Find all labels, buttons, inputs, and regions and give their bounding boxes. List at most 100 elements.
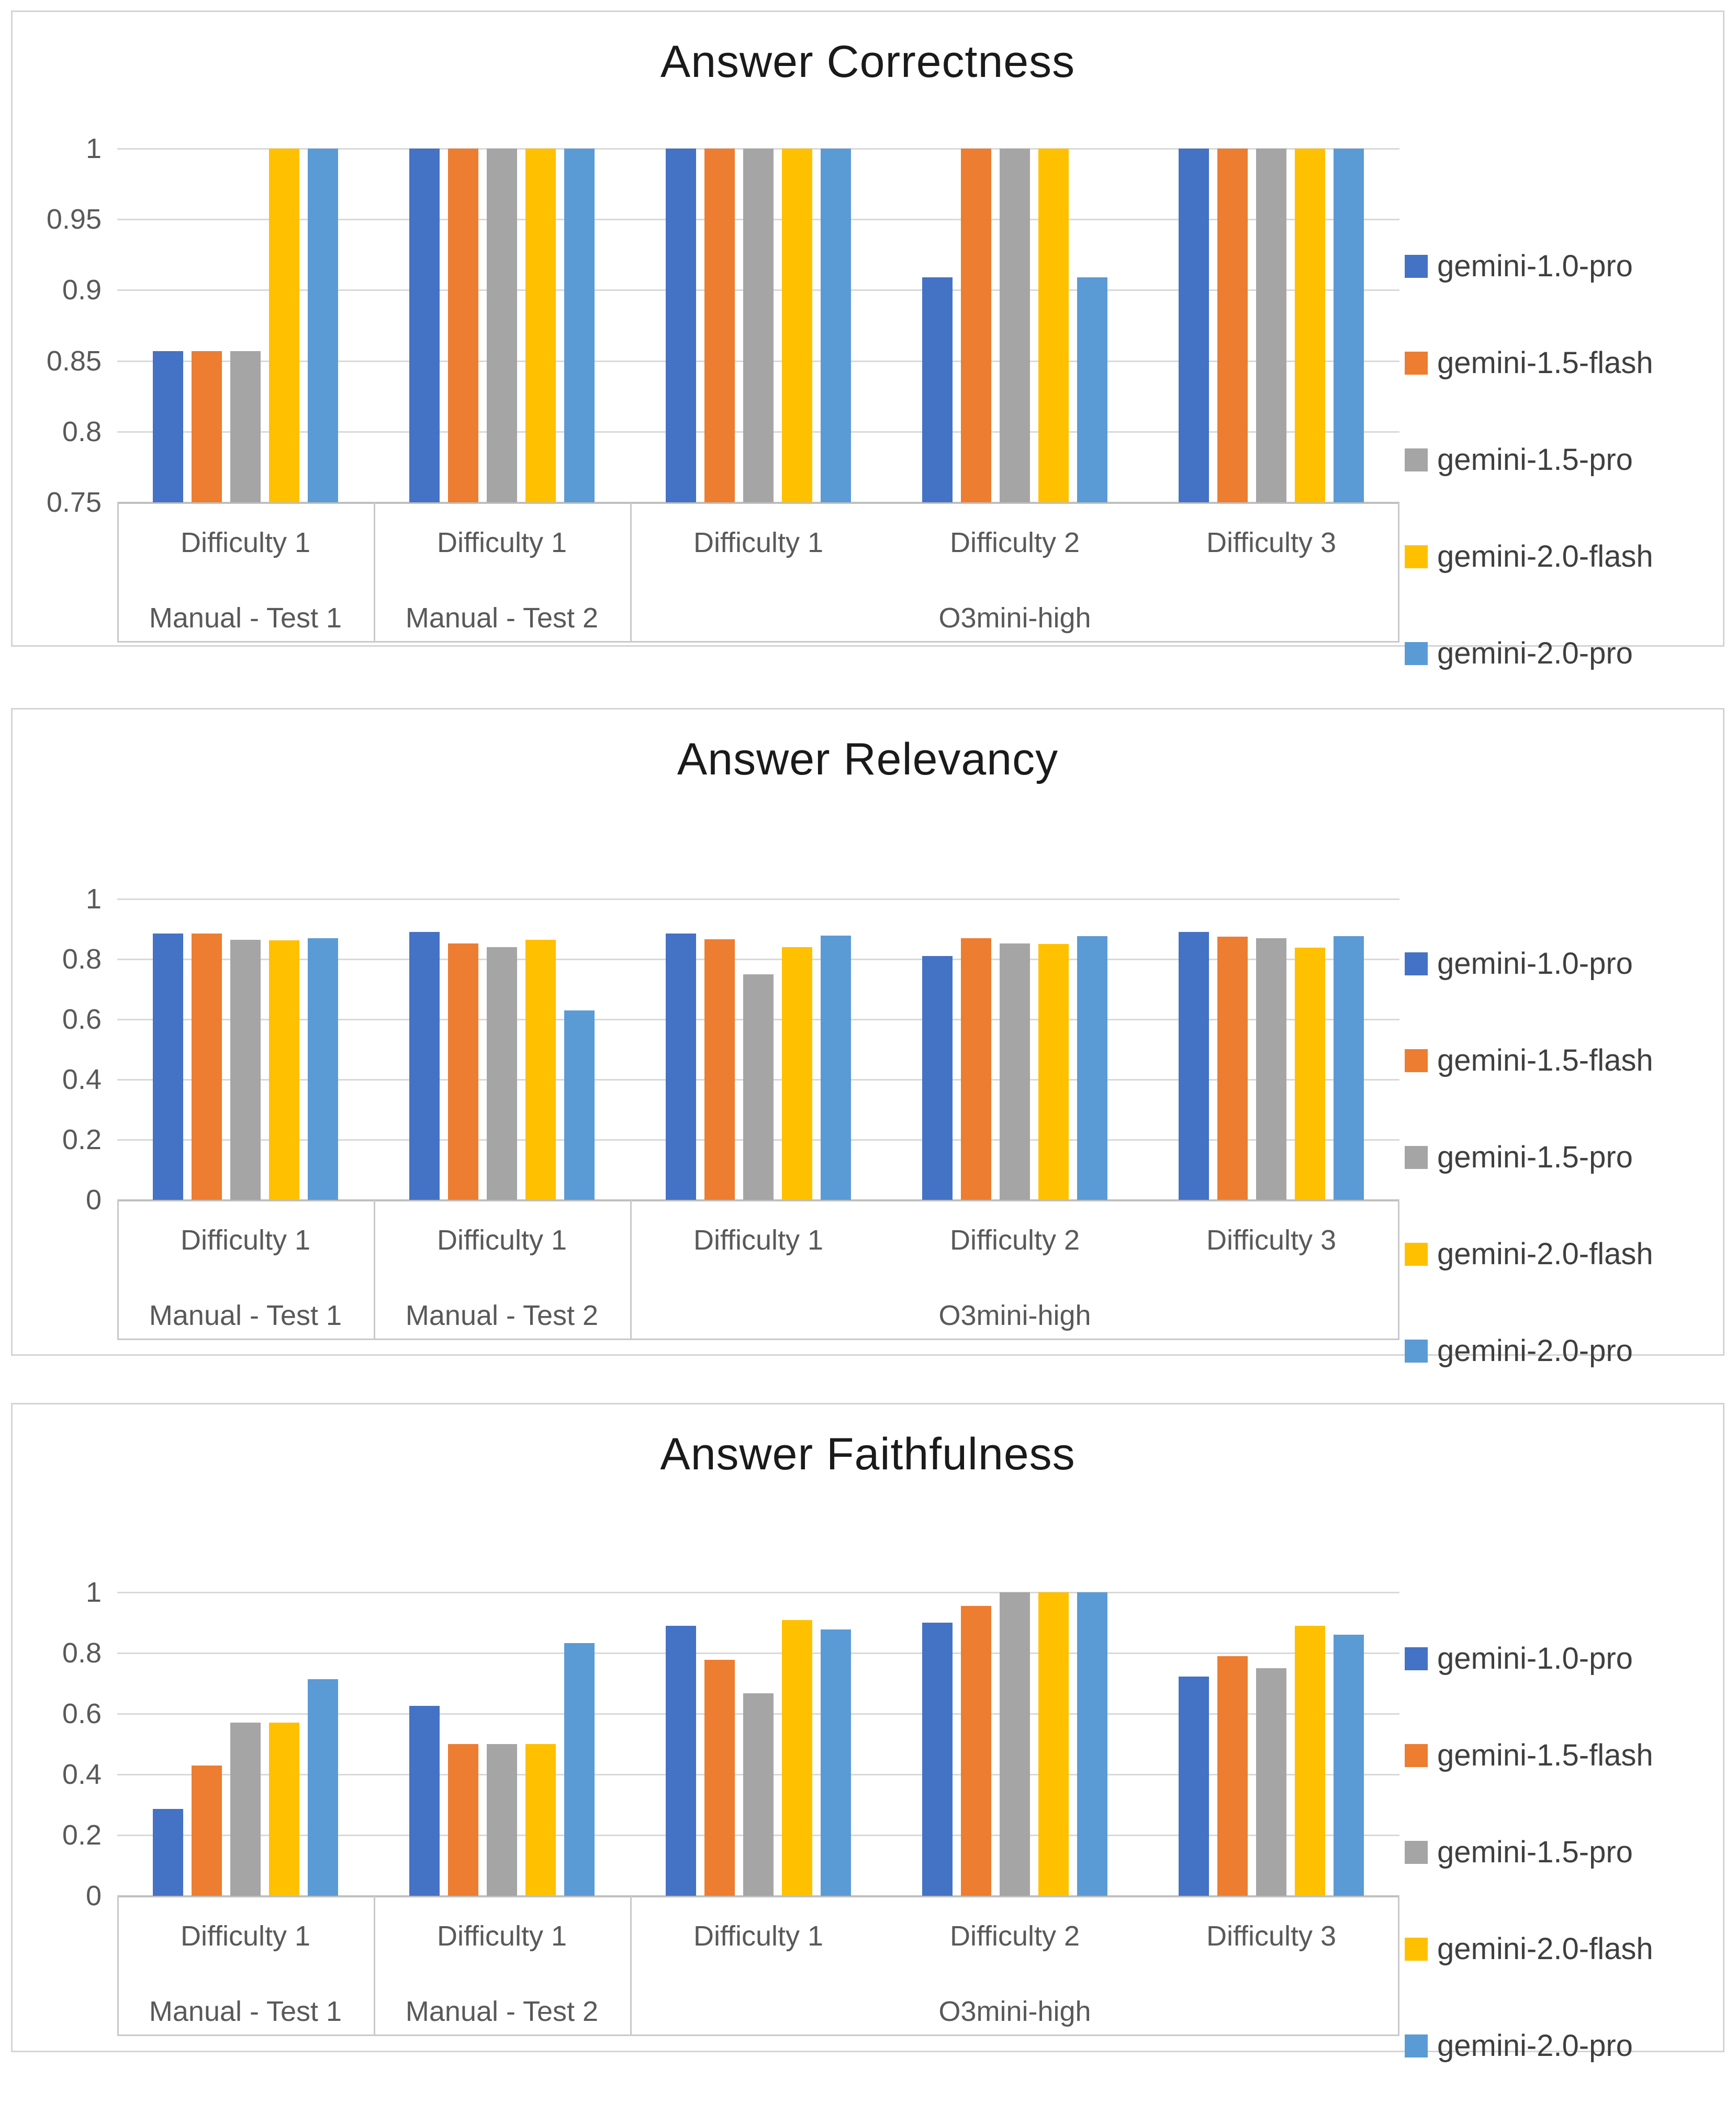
x-axis-line — [117, 1895, 1399, 1897]
bar-gemini-1.5-pro — [230, 1723, 261, 1896]
bar-gemini-1.5-flash — [704, 939, 735, 1200]
gridline — [117, 898, 1399, 900]
legend-swatch-gemini-1.5-pro — [1405, 1840, 1428, 1864]
bar-gemini-1.5-flash — [1217, 149, 1248, 502]
y-axis-tick-label: 0.6 — [62, 1698, 102, 1729]
axis-separator — [117, 1896, 119, 2036]
bar-group — [630, 149, 887, 502]
bar-gemini-1.5-pro — [1256, 149, 1286, 502]
legend-item: gemini-1.5-pro — [1405, 442, 1653, 477]
y-axis-tick-label: 1 — [85, 133, 102, 164]
axis-separator — [374, 1200, 375, 1340]
x-axis-line — [117, 502, 1399, 504]
chart-panel-1: Answer Correctness 1 0.95 0.9 0.85 0.8 0.75 Dif… — [11, 10, 1724, 670]
legend-label: gemini-1.5-pro — [1437, 1835, 1633, 1869]
axis-separator — [117, 1200, 119, 1340]
legend-swatch-gemini-1.0-pro — [1405, 952, 1428, 975]
difficulty-label: Difficulty 1 — [180, 1224, 311, 1256]
chart-title: Answer Relevancy — [677, 734, 1059, 784]
axis-separator — [1398, 1896, 1399, 2036]
bar-gemini-1.5-flash — [448, 943, 478, 1200]
group-label: Manual - Test 2 — [405, 602, 599, 634]
chart-panel-3: Answer Faithfulness 1 0.8 0.6 0.4 0.2 0 Difficu… — [11, 1403, 1724, 2063]
bar-group — [117, 934, 374, 1200]
legend-label: gemini-2.0-flash — [1437, 1237, 1653, 1271]
y-axis-tick-label: 0.8 — [62, 1637, 102, 1669]
difficulty-label: Difficulty 1 — [693, 1224, 824, 1256]
legend: gemini-1.0-pro gemini-1.5-flash gemini-1.5… — [1405, 946, 1653, 1430]
legend-swatch-gemini-1.5-flash — [1405, 1049, 1428, 1072]
bar-gemini-1.0-pro — [153, 934, 183, 1200]
chart-title: Answer Faithfulness — [660, 1429, 1076, 1479]
y-axis-tick-label: 0.6 — [62, 1004, 102, 1035]
bar-gemini-1.5-flash — [961, 1606, 991, 1896]
group-label: Manual - Test 1 — [149, 1996, 342, 2027]
legend-swatch-gemini-2.0-flash — [1405, 1937, 1428, 1961]
axis-separator — [630, 502, 632, 643]
y-axis-tick-label: 0.9 — [62, 274, 102, 306]
legend-item: gemini-1.5-flash — [1405, 1043, 1653, 1078]
gridline — [117, 959, 1399, 960]
bar-group — [374, 149, 630, 502]
difficulty-label: Difficulty 2 — [949, 527, 1080, 558]
y-axis-tick-label: 0.8 — [62, 416, 102, 447]
axis-separator — [1398, 502, 1399, 643]
group-label: O3mini-high — [938, 602, 1091, 634]
legend-swatch-gemini-2.0-pro — [1405, 1339, 1428, 1363]
legend-swatch-gemini-2.0-flash — [1405, 1242, 1428, 1266]
bar-gemini-1.0-pro — [1179, 932, 1209, 1200]
bar-gemini-2.0-pro — [821, 1629, 851, 1896]
bar-gemini-2.0-flash — [782, 149, 812, 502]
bar-group — [1143, 149, 1399, 502]
bar-group — [630, 1620, 887, 1896]
legend-label: gemini-2.0-pro — [1437, 636, 1633, 670]
y-axis-tick-label: 0.2 — [62, 1124, 102, 1155]
legend-swatch-gemini-2.0-pro — [1405, 642, 1428, 665]
legend-swatch-gemini-1.5-flash — [1405, 351, 1428, 375]
bar-group — [374, 932, 630, 1200]
legend-swatch-gemini-2.0-pro — [1405, 2034, 1428, 2057]
bar-gemini-2.0-flash — [1038, 149, 1069, 502]
bar-group — [117, 1679, 374, 1896]
bar-gemini-1.5-pro — [1000, 149, 1030, 502]
y-axis-tick-label: 0.4 — [62, 1759, 102, 1790]
bar-gemini-1.0-pro — [922, 956, 953, 1200]
bar-gemini-2.0-flash — [269, 940, 299, 1200]
y-axis-tick-label: 0 — [85, 1880, 102, 1912]
difficulty-label: Difficulty 1 — [180, 1920, 311, 1952]
legend-item: gemini-1.0-pro — [1405, 249, 1653, 284]
difficulty-label: Difficulty 1 — [693, 527, 824, 558]
legend-label: gemini-1.5-pro — [1437, 443, 1633, 477]
legend-label: gemini-1.0-pro — [1437, 249, 1633, 283]
legend-item: gemini-2.0-flash — [1405, 539, 1653, 574]
difficulty-label: Difficulty 1 — [180, 527, 311, 558]
difficulty-label: Difficulty 2 — [949, 1224, 1080, 1256]
bar-gemini-1.0-pro — [1179, 149, 1209, 502]
bar-group — [887, 1592, 1143, 1896]
bar-gemini-1.0-pro — [922, 277, 953, 502]
bar-gemini-2.0-pro — [821, 149, 851, 502]
category-axis: Difficulty 1 Difficulty 1 Difficulty 1 Diff… — [117, 1200, 1399, 1340]
legend-label: gemini-2.0-flash — [1437, 539, 1653, 574]
bar-gemini-1.5-pro — [1000, 1592, 1030, 1896]
axis-separator — [374, 502, 375, 643]
y-axis-tick-label: 0.85 — [46, 345, 102, 377]
bar-gemini-2.0-flash — [269, 149, 299, 502]
legend-item: gemini-2.0-pro — [1405, 636, 1653, 671]
bar-group — [117, 149, 374, 502]
axis-separator — [1398, 1200, 1399, 1340]
legend-item: gemini-1.0-pro — [1405, 1641, 1653, 1676]
legend-item: gemini-1.0-pro — [1405, 946, 1653, 981]
bar-group — [630, 934, 887, 1200]
bar-gemini-2.0-pro — [1334, 936, 1364, 1200]
bar-gemini-1.0-pro — [666, 1626, 696, 1896]
group-label: O3mini-high — [938, 1996, 1091, 2027]
axis-bottom-line — [117, 1339, 1399, 1340]
legend-swatch-gemini-2.0-flash — [1405, 545, 1428, 568]
legend-item: gemini-1.5-flash — [1405, 345, 1653, 380]
bar-gemini-1.0-pro — [666, 149, 696, 502]
axis-bottom-line — [117, 2034, 1399, 2036]
plot-area: 1 0.8 0.6 0.4 0.2 0 — [62, 1578, 1399, 1910]
difficulty-label: Difficulty 1 — [436, 1920, 567, 1952]
bar-gemini-1.5-flash — [704, 1660, 735, 1896]
